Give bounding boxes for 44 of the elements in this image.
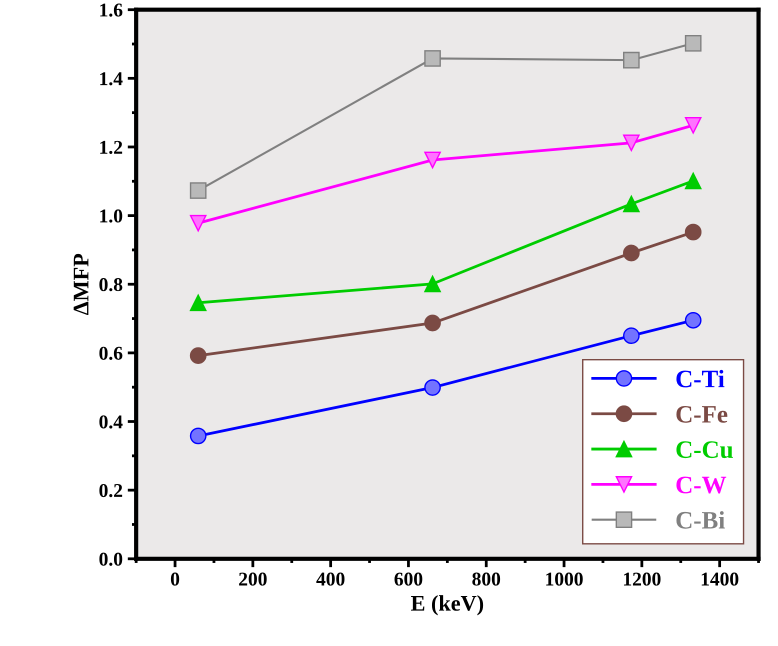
point <box>623 196 640 212</box>
point <box>190 294 207 312</box>
y-tick-label: 0.0 <box>99 552 122 566</box>
point <box>623 327 640 344</box>
point <box>623 52 640 68</box>
point <box>424 276 441 292</box>
point <box>623 134 640 152</box>
y-axis-title: ΔMFP <box>74 254 88 315</box>
point <box>684 312 702 329</box>
y-tick-label: 0.2 <box>99 484 122 498</box>
x-tick-label: 600 <box>394 572 422 586</box>
x-tick-label: 1000 <box>546 572 583 586</box>
point <box>684 117 702 134</box>
y-tick-label: 1.4 <box>100 72 123 86</box>
y-tick-label: 0.4 <box>99 415 123 429</box>
point <box>190 347 207 364</box>
legend-label: C-W <box>676 476 726 494</box>
point <box>190 428 207 444</box>
y-tick-label: 0.6 <box>99 346 122 360</box>
point <box>623 244 640 262</box>
point <box>684 172 702 190</box>
y-tick-label: 1.6 <box>100 4 122 17</box>
x-tick-label: 1200 <box>624 572 661 586</box>
legend-label: C-Cu <box>676 441 733 458</box>
x-tick-label: 400 <box>316 572 344 586</box>
x-tick-label: 800 <box>472 572 500 586</box>
point <box>424 379 441 396</box>
point <box>424 314 441 332</box>
point <box>424 152 441 168</box>
point <box>190 214 207 232</box>
point <box>424 50 441 67</box>
point <box>190 182 207 199</box>
x-tick-label: 1400 <box>702 572 738 586</box>
legend-label: C-Fe <box>676 406 728 423</box>
legend-label: C-Ti <box>676 370 724 388</box>
x-axis-title: E (keV) <box>411 595 484 616</box>
y-tick-label: 0.8 <box>99 278 122 292</box>
point <box>684 34 702 52</box>
point <box>684 224 702 240</box>
legend-label: C-Bi <box>676 511 725 529</box>
x-tick-label: 0 <box>170 572 180 586</box>
x-tick-label: 200 <box>239 572 267 586</box>
y-tick-label: 1.2 <box>100 140 122 154</box>
y-tick-label: 1.0 <box>100 209 122 223</box>
